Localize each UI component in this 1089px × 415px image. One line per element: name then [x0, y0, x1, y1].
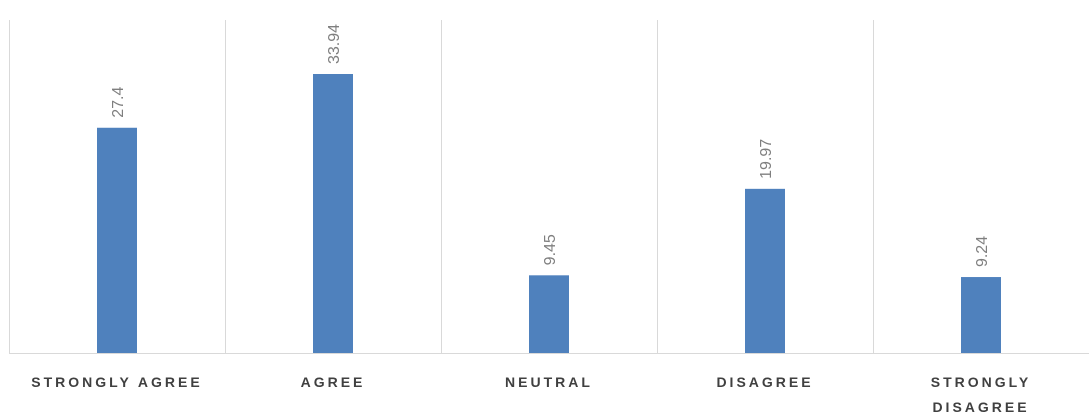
x-tick-label: DISAGREE — [932, 399, 1029, 415]
grid-layer — [9, 20, 874, 353]
x-tick-label: NEUTRAL — [505, 374, 593, 390]
x-tick-label: DISAGREE — [716, 374, 813, 390]
bar — [97, 127, 137, 353]
data-label: 33.94 — [326, 24, 343, 64]
bar — [961, 277, 1001, 353]
x-axis: STRONGLY AGREE AGREE NEUTRAL DISAGREE STRONG… — [9, 353, 1089, 415]
bar — [745, 188, 785, 353]
data-label: 9.45 — [542, 234, 559, 265]
bar — [529, 275, 569, 353]
data-label: 9.24 — [974, 236, 991, 267]
x-tick-label: STRONGLY AGREE — [31, 374, 202, 390]
bars-layer — [97, 74, 1001, 353]
data-label: 19.97 — [758, 139, 775, 179]
data-label: 27.4 — [110, 87, 127, 118]
x-tick-label: AGREE — [301, 374, 366, 390]
data-labels-layer: 27.4 33.94 9.45 19.97 9.24 — [110, 24, 991, 267]
bar — [313, 74, 353, 353]
x-tick-label: STRONGLY — [931, 374, 1032, 390]
